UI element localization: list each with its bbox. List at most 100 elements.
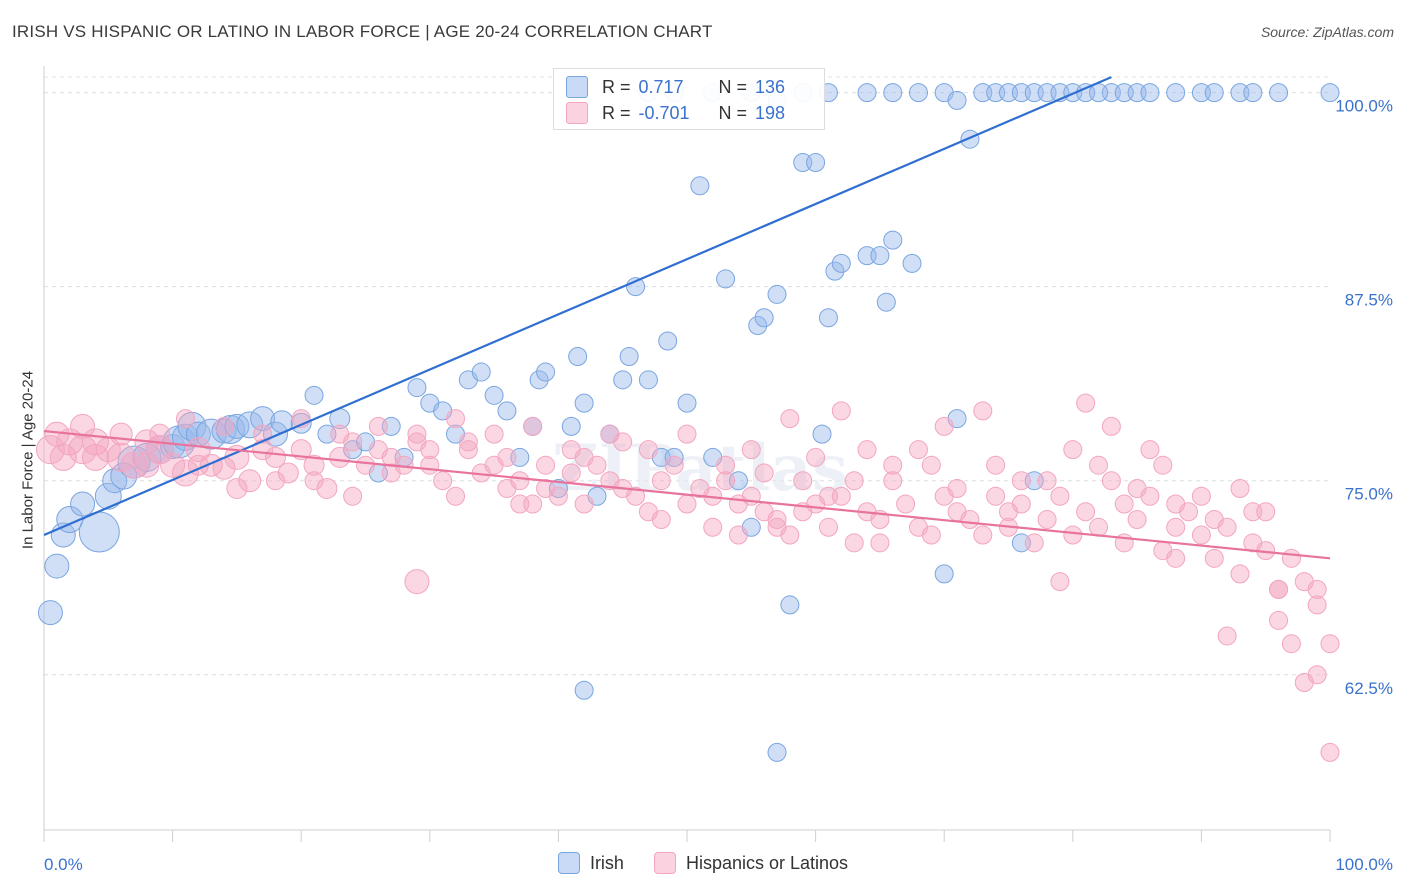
hispanic-point	[1269, 610, 1289, 630]
hispanic-point	[651, 471, 671, 491]
x-tick-label-right: 100.0%	[1335, 855, 1393, 874]
irish-point	[754, 308, 774, 328]
irish-point	[536, 362, 556, 382]
hispanic-point	[1089, 455, 1109, 475]
hispanic-point	[986, 486, 1006, 506]
hispanic-point	[703, 517, 723, 537]
hispanic-point	[171, 459, 199, 487]
hispanic-point	[677, 494, 697, 514]
irish-point	[664, 447, 684, 467]
y-tick-label: 75.0%	[1345, 485, 1393, 504]
hispanic-point	[106, 442, 136, 472]
irish-point	[497, 401, 517, 421]
irish-point	[574, 393, 594, 413]
irish-point	[934, 564, 954, 584]
hispanic-point	[536, 455, 556, 475]
irish-point	[780, 595, 800, 615]
irish-point	[37, 600, 63, 626]
hispanic-point	[458, 432, 478, 452]
irish-point	[876, 292, 896, 312]
r-label: R =	[602, 102, 631, 123]
hispanic-point	[185, 437, 211, 463]
hispanic-legend-swatch	[653, 852, 676, 874]
irish-point	[638, 370, 658, 390]
hispanic-point	[793, 471, 813, 491]
source-label: Source: ZipAtlas.com	[1260, 24, 1394, 40]
hispanic-point	[883, 471, 903, 491]
hispanic-swatch	[566, 102, 588, 124]
irish-point	[1166, 83, 1186, 103]
irish-point	[70, 491, 96, 517]
irish-point	[407, 378, 427, 398]
hispanic-point	[818, 517, 838, 537]
hispanic-point	[1024, 533, 1044, 553]
hispanic-point	[523, 416, 543, 436]
irish-point	[211, 418, 237, 444]
hispanic-point	[1281, 548, 1301, 568]
hispanic-point	[1243, 502, 1263, 522]
hispanic-point	[921, 455, 941, 475]
hispanic-point	[1307, 579, 1327, 599]
hispanic-point	[160, 452, 186, 478]
hispanic-point	[870, 533, 890, 553]
irish-point	[690, 176, 710, 196]
hispanic-point	[49, 443, 77, 471]
hispanic-point	[716, 455, 736, 475]
hispanic-point	[1037, 510, 1057, 530]
y-axis-label: In Labor Force | Age 20-24	[19, 370, 37, 550]
hispanic-point	[561, 463, 581, 483]
hispanic-point	[1050, 572, 1070, 592]
hispanic-point	[728, 525, 748, 545]
irish-point	[870, 246, 890, 266]
irish-legend-swatch	[557, 852, 580, 874]
hispanic-point	[120, 451, 148, 479]
hispanic-point	[1089, 517, 1109, 537]
irish-point	[883, 83, 903, 103]
irish-point	[857, 83, 877, 103]
hispanic-point	[999, 502, 1018, 522]
n-value: 198	[755, 102, 786, 123]
hispanic-point	[304, 471, 324, 491]
irish-point	[831, 253, 851, 273]
irish-point	[568, 347, 588, 367]
hispanic-point	[574, 447, 594, 467]
irish-point	[304, 385, 324, 405]
hispanic-point	[433, 471, 453, 491]
irish-point	[1204, 83, 1224, 103]
hispanic-point	[818, 486, 838, 506]
irish-point	[806, 152, 826, 172]
irish-point	[529, 370, 549, 390]
hispanic-point	[973, 401, 993, 421]
r-label: R =	[602, 76, 631, 97]
hispanic-point	[316, 477, 338, 499]
hispanic-point	[960, 510, 980, 530]
irish-point	[947, 90, 967, 110]
hispanic-point	[407, 424, 427, 444]
hispanic-point	[497, 447, 517, 467]
hispanic-point	[638, 440, 658, 460]
hispanic-point	[1063, 440, 1083, 460]
hispanic-point	[1101, 471, 1121, 491]
hispanic-point	[1230, 564, 1250, 584]
hispanic-point	[767, 517, 787, 537]
hispanic-point	[1320, 634, 1340, 654]
hispanic-point	[1191, 486, 1211, 506]
hispanic-point	[767, 510, 787, 530]
hispanic-point	[1191, 525, 1211, 545]
hispanic-point	[1076, 502, 1096, 522]
hispanic-point	[134, 452, 160, 478]
y-tick-label: 100.0%	[1335, 97, 1393, 116]
hispanic-point	[1166, 494, 1186, 514]
hispanic-point	[728, 494, 748, 514]
hispanic-point	[1101, 416, 1121, 436]
irish-point	[619, 347, 639, 367]
watermark: ZIPatlas	[552, 431, 848, 506]
hispanic-point	[883, 455, 903, 475]
hispanic-point	[986, 455, 1006, 475]
hispanic-point	[214, 416, 234, 436]
hispanic-point	[70, 413, 96, 439]
irish-point	[94, 482, 122, 510]
y-tick-label: 62.5%	[1345, 679, 1393, 698]
irish-legend-label: Irish	[589, 852, 624, 873]
